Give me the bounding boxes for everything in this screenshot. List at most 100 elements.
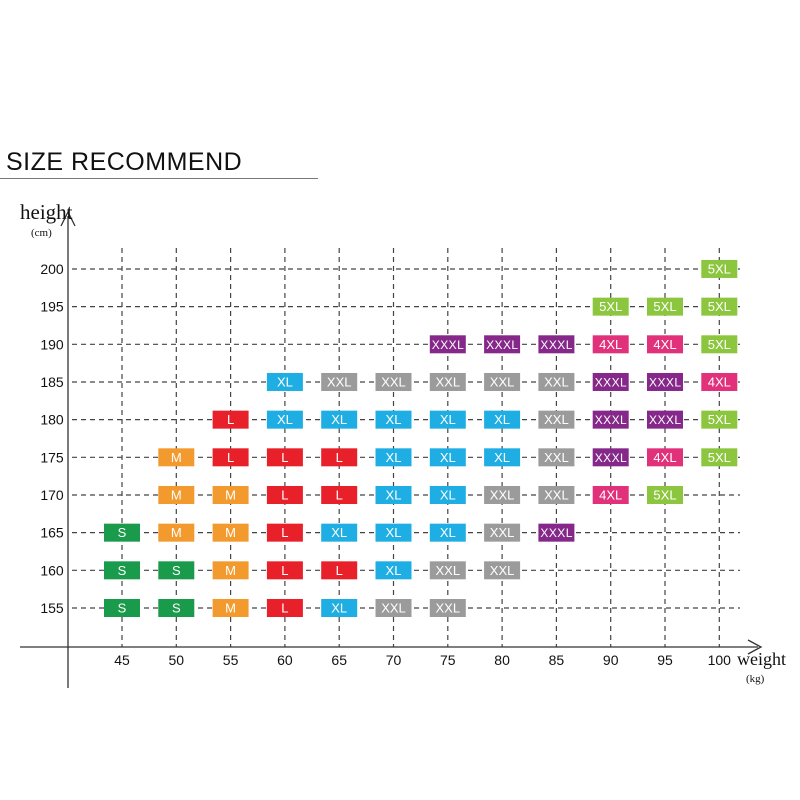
size-cell-bg	[266, 372, 303, 391]
x-tick-label: 85	[549, 652, 565, 668]
size-cell: L	[212, 410, 249, 429]
size-cell-label: XXL	[327, 374, 352, 389]
size-cell-label: XL	[494, 412, 510, 427]
size-cell-label: XL	[440, 412, 456, 427]
size-cell-label: XXXL	[649, 413, 681, 427]
x-tick-label: 50	[169, 652, 185, 668]
size-cell-bg	[212, 523, 249, 542]
size-cell-label: XXL	[381, 374, 406, 389]
size-cell-label: XXXL	[540, 338, 572, 352]
size-cell-label: XXXL	[595, 375, 627, 389]
size-cell-label: XL	[494, 450, 510, 465]
size-cell-bg	[321, 410, 358, 429]
size-cell-label: XXL	[544, 412, 569, 427]
x-axis-label: weight	[737, 649, 786, 669]
size-cell-bg	[484, 485, 521, 504]
size-cell: L	[266, 448, 303, 467]
size-cell-bg	[321, 448, 358, 467]
size-cell-bg	[538, 448, 575, 467]
size-cell-label: L	[281, 525, 288, 540]
size-cell: 5XL	[701, 448, 738, 467]
size-cell: XXXL	[429, 335, 466, 354]
size-cell-label: 5XL	[653, 487, 676, 502]
size-cell-bg	[375, 410, 412, 429]
size-cell: XL	[484, 448, 521, 467]
y-tick-label: 170	[40, 487, 64, 503]
size-cell-label: XL	[331, 525, 347, 540]
size-cell: XL	[429, 448, 466, 467]
size-cell: XL	[429, 485, 466, 504]
size-cell: XL	[375, 561, 412, 580]
size-cell: XXL	[484, 485, 521, 504]
size-cell: 4XL	[592, 485, 629, 504]
size-cell-label: XL	[440, 525, 456, 540]
size-cell: S	[104, 561, 140, 580]
size-cell: XXL	[538, 448, 575, 467]
size-cell-bg	[158, 561, 195, 580]
y-tick-label: 200	[40, 261, 64, 277]
size-cell: M	[158, 448, 195, 467]
size-cell-bg	[647, 372, 683, 391]
size-cell: XXL	[484, 523, 521, 542]
size-cell-label: XL	[386, 525, 402, 540]
size-cell-bg	[647, 448, 683, 467]
size-cell-bg	[375, 523, 412, 542]
size-cell: XXL	[484, 372, 521, 391]
size-cell-bg	[158, 523, 195, 542]
size-cell: L	[321, 561, 358, 580]
size-cell: 4XL	[592, 335, 629, 354]
size-cell: M	[158, 485, 195, 504]
size-cell-label: M	[225, 563, 236, 578]
size-cell: XL	[321, 523, 358, 542]
size-cell-bg	[592, 335, 629, 354]
size-cell-bg	[701, 372, 738, 391]
size-cell-bg	[321, 599, 358, 617]
grid-lines	[72, 248, 740, 647]
size-cell: XL	[484, 410, 521, 429]
size-cell-label: 4XL	[599, 487, 622, 502]
size-cell: XL	[429, 523, 466, 542]
size-cell-bg	[701, 335, 738, 354]
size-cell: 5XL	[647, 485, 683, 504]
size-cell: XL	[266, 410, 303, 429]
size-cell-label: XXL	[436, 563, 461, 578]
size-cell-label: L	[281, 601, 288, 616]
y-axis-unit: (cm)	[31, 227, 52, 239]
size-cell-label: XL	[277, 374, 293, 389]
size-cell-bg	[375, 599, 412, 617]
size-cell-label: 4XL	[708, 374, 731, 389]
size-cell-bg	[321, 372, 358, 391]
size-cell-label: M	[171, 487, 182, 502]
axes	[20, 210, 763, 688]
size-cell-bg	[647, 485, 683, 504]
size-cell-label: XXL	[381, 601, 406, 616]
size-cell-bg	[266, 523, 303, 542]
size-cell-bg	[321, 523, 358, 542]
size-cell-bg	[701, 448, 738, 467]
size-cell-bg	[429, 448, 466, 467]
size-cell: XXXL	[592, 410, 629, 429]
size-cell-label: XL	[386, 563, 402, 578]
size-cell-bg	[701, 410, 738, 429]
size-cell-label: 5XL	[653, 299, 676, 314]
size-cell: XXL	[375, 599, 412, 617]
size-cell: XXL	[429, 599, 466, 617]
size-cell-label: XL	[386, 450, 402, 465]
size-cell: XXXL	[484, 335, 521, 354]
x-tick-label: 45	[114, 652, 130, 668]
size-cell: M	[212, 523, 249, 542]
size-cell: 5XL	[701, 259, 738, 278]
y-tick-label: 155	[40, 600, 64, 616]
size-cell: XXL	[484, 561, 521, 580]
size-cell-bg	[104, 561, 140, 580]
size-cell-label: L	[281, 450, 288, 465]
size-cell-label: M	[171, 450, 182, 465]
size-cell-label: L	[336, 487, 343, 502]
size-cell-label: M	[225, 487, 236, 502]
size-cell-bg	[484, 410, 521, 429]
size-cell: XXL	[429, 372, 466, 391]
size-cell-bg	[375, 372, 412, 391]
size-cell-label: XL	[277, 412, 293, 427]
size-cell: 4XL	[701, 372, 738, 391]
size-cell-label: L	[336, 563, 343, 578]
